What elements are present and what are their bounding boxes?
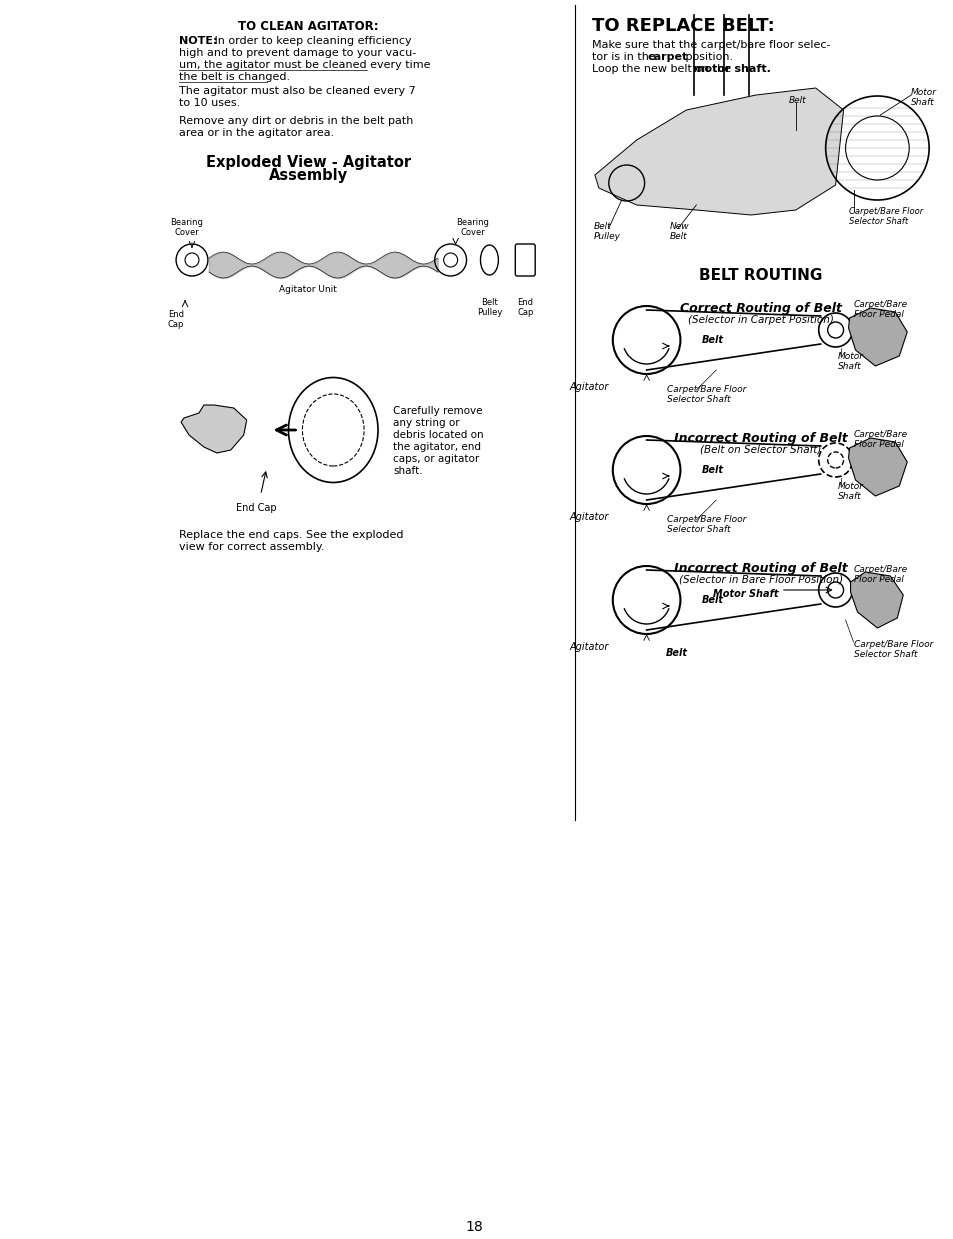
Text: shaft.: shaft. [393, 466, 422, 476]
Text: Motor
Shaft: Motor Shaft [837, 352, 862, 372]
Text: um, the agitator must be cleaned every time: um, the agitator must be cleaned every t… [179, 59, 430, 69]
Text: Belt: Belt [700, 465, 722, 475]
Text: End Cap: End Cap [236, 503, 276, 513]
Text: NOTE:: NOTE: [179, 36, 217, 46]
Text: Belt: Belt [700, 335, 722, 344]
Polygon shape [847, 309, 906, 366]
Text: Belt: Belt [700, 595, 722, 605]
Text: Carpet/Bare
Floor Pedal: Carpet/Bare Floor Pedal [853, 430, 906, 450]
Text: Motor
Shaft: Motor Shaft [910, 88, 936, 108]
Text: Loop the new belt on the: Loop the new belt on the [591, 64, 734, 74]
Text: Belt: Belt [665, 648, 687, 658]
Text: Carpet/Bare Floor
Selector Shaft: Carpet/Bare Floor Selector Shaft [847, 207, 922, 227]
Text: area or in the agitator area.: area or in the agitator area. [179, 128, 334, 138]
Text: the belt is changed.: the belt is changed. [179, 72, 290, 82]
Text: Carpet/Bare
Floor Pedal: Carpet/Bare Floor Pedal [853, 565, 906, 585]
Text: the agitator, end: the agitator, end [393, 442, 480, 452]
Text: carpet: carpet [647, 52, 687, 62]
Text: debris located on: debris located on [393, 430, 483, 440]
Polygon shape [850, 572, 902, 628]
Text: Motor
Shaft: Motor Shaft [837, 482, 862, 502]
Text: Agitator Unit: Agitator Unit [279, 285, 337, 294]
Text: Carpet/Bare Floor
Selector Shaft: Carpet/Bare Floor Selector Shaft [666, 515, 745, 534]
Text: Motor Shaft: Motor Shaft [713, 589, 778, 598]
Text: Belt: Belt [788, 95, 805, 105]
Text: (Selector in Carpet Position): (Selector in Carpet Position) [687, 315, 833, 325]
Text: TO CLEAN AGITATOR:: TO CLEAN AGITATOR: [238, 20, 378, 33]
Text: Carpet/Bare Floor
Selector Shaft: Carpet/Bare Floor Selector Shaft [853, 641, 932, 659]
Text: Exploded View - Agitator: Exploded View - Agitator [206, 155, 411, 170]
Text: (Selector in Bare Floor Position): (Selector in Bare Floor Position) [679, 575, 842, 585]
Text: New
Belt: New Belt [669, 222, 688, 242]
Text: Agitator: Agitator [569, 382, 608, 392]
Text: Belt
Pulley: Belt Pulley [594, 222, 620, 242]
Text: Remove any dirt or debris in the belt path: Remove any dirt or debris in the belt pa… [179, 116, 413, 126]
Text: 18: 18 [465, 1220, 483, 1234]
Text: to 10 uses.: to 10 uses. [179, 98, 240, 108]
Text: The agitator must also be cleaned every 7: The agitator must also be cleaned every … [179, 85, 416, 95]
Text: Replace the end caps. See the exploded: Replace the end caps. See the exploded [179, 530, 403, 540]
Text: position.: position. [681, 52, 733, 62]
Text: high and to prevent damage to your vacu-: high and to prevent damage to your vacu- [179, 48, 416, 58]
Polygon shape [595, 88, 842, 216]
Text: Bearing
Cover: Bearing Cover [171, 218, 203, 237]
Text: Incorrect Routing of Belt: Incorrect Routing of Belt [674, 563, 847, 575]
Text: tor is in the: tor is in the [591, 52, 659, 62]
Text: Correct Routing of Belt: Correct Routing of Belt [679, 302, 841, 315]
Text: Incorrect Routing of Belt: Incorrect Routing of Belt [674, 432, 847, 445]
Text: (Belt on Selector Shaft): (Belt on Selector Shaft) [700, 445, 821, 455]
Text: End
Cap: End Cap [517, 299, 533, 317]
Text: motor shaft.: motor shaft. [693, 64, 770, 74]
Text: BELT ROUTING: BELT ROUTING [699, 268, 821, 282]
Text: Agitator: Agitator [569, 642, 608, 652]
Text: End
Cap: End Cap [168, 310, 184, 330]
Polygon shape [847, 439, 906, 496]
Text: Make sure that the carpet/bare floor selec-: Make sure that the carpet/bare floor sel… [591, 40, 829, 50]
Text: view for correct assembly.: view for correct assembly. [179, 541, 324, 553]
Text: Assembly: Assembly [269, 169, 348, 183]
Text: TO REPLACE BELT:: TO REPLACE BELT: [591, 17, 774, 35]
Text: Carpet/Bare Floor
Selector Shaft: Carpet/Bare Floor Selector Shaft [666, 385, 745, 404]
Text: Carpet/Bare
Floor Pedal: Carpet/Bare Floor Pedal [853, 300, 906, 320]
Text: Carefully remove: Carefully remove [393, 406, 482, 416]
Text: Bearing
Cover: Bearing Cover [456, 218, 489, 237]
Polygon shape [181, 405, 247, 453]
Text: caps, or agitator: caps, or agitator [393, 453, 478, 463]
Text: In order to keep cleaning efficiency: In order to keep cleaning efficiency [211, 36, 411, 46]
Text: Belt
Pulley: Belt Pulley [476, 299, 501, 317]
Text: Agitator: Agitator [569, 512, 608, 522]
Text: any string or: any string or [393, 418, 459, 427]
